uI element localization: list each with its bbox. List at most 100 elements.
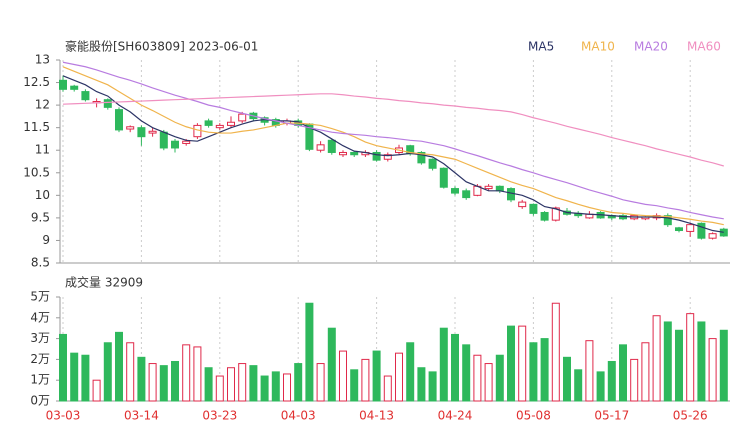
volume-bar [294,363,303,402]
candle-body [540,211,549,221]
volume-bar [361,358,370,402]
candle-body [350,151,359,156]
volume-bar [260,375,269,402]
volume-bar [451,333,459,402]
candle-body [372,151,381,161]
volume-bar [708,338,717,402]
x-tick-label: 05-26 [673,409,708,423]
volume-bar [686,313,695,402]
candle-body [417,151,426,164]
candle-body [59,79,67,90]
volume-bar [439,327,448,402]
volume-bar [316,363,325,402]
x-tick-label: 05-17 [594,409,629,423]
candle-body [339,151,347,156]
y-tick-label: 5万 [30,290,50,304]
volume-bar [406,342,415,402]
volume-bar [137,356,146,402]
ma-line [62,75,724,233]
volume-bar [148,363,157,402]
volume-bar [619,344,627,402]
y-tick-label: 8.5 [31,256,50,270]
legend-label: MA10 [581,40,615,54]
candle-body [193,124,202,138]
x-tick-label: 04-03 [281,409,316,423]
y-tick-label: 11.5 [23,120,50,134]
candle-body [663,215,672,226]
candle-body [215,124,224,129]
volume-bar [719,329,728,402]
volume-bar [529,342,538,402]
candle-body [495,185,504,192]
volume-bar [428,371,437,402]
volume-bar [171,360,179,402]
volume-bar [663,321,672,402]
x-tick-label: 03-03 [46,409,81,423]
volume-bar [81,354,90,402]
candle-body [383,154,392,160]
volume-bar [563,356,571,402]
volume-bar [383,375,392,402]
volume-bar [473,354,482,402]
volume-bar [518,325,527,402]
volume-bar [484,363,493,402]
x-tick-label: 05-08 [516,409,551,423]
candle-body [518,201,527,208]
candle-body [697,222,706,239]
y-tick-label: 9 [42,233,50,247]
volume-bar [697,321,706,402]
volume-bar [574,369,583,402]
volume-bar [92,379,101,402]
candle-body [159,131,168,149]
volume-bar [70,352,79,402]
x-tick-label: 03-23 [202,409,237,423]
volume-bar [271,371,280,402]
candle-body [462,190,471,199]
volume-bar [395,352,403,402]
volume-bar [238,363,247,402]
candle-body [70,85,79,90]
volume-bar [675,329,683,402]
ma-line [62,66,724,226]
volume-bar [126,342,135,402]
volume-bar [417,367,426,402]
volume-bar [350,369,359,402]
candle-body [551,207,560,221]
y-tick-label: 13 [35,53,50,67]
y-tick-label: 12 [35,98,50,112]
candle-body [439,167,448,188]
candle-body [171,140,179,149]
y-tick-label: 10 [35,188,50,202]
candle-body [529,203,538,214]
volume-bar [551,302,560,402]
volume-bar [283,373,291,402]
x-tick-label: 03-14 [124,409,159,423]
volume-bar [159,365,168,402]
volume-bar [115,331,123,402]
volume-bar [540,338,549,402]
volume-bar [204,367,213,402]
candle-body [238,113,247,122]
volume-bar [462,344,471,402]
volume-bar [249,365,258,402]
x-tick-label: 04-13 [359,409,394,423]
y-tick-label: 2万 [30,352,50,366]
candle-body [126,126,135,130]
legend-label: MA20 [634,40,668,54]
candle-body [686,224,695,232]
y-tick-label: 10.5 [23,165,50,179]
volume-bar [585,340,594,402]
volume-bar [630,358,639,402]
volume-bar [182,344,191,402]
candle-body [227,121,235,126]
candle-body [137,127,146,138]
y-tick-label: 11 [35,143,50,157]
candle-body [327,139,336,153]
y-tick-label: 0万 [30,394,50,408]
volume-bar [227,367,235,402]
candle-body [719,228,728,237]
volume-bar [596,371,605,402]
legend-label: MA5 [528,40,554,54]
candle-body [484,185,493,190]
